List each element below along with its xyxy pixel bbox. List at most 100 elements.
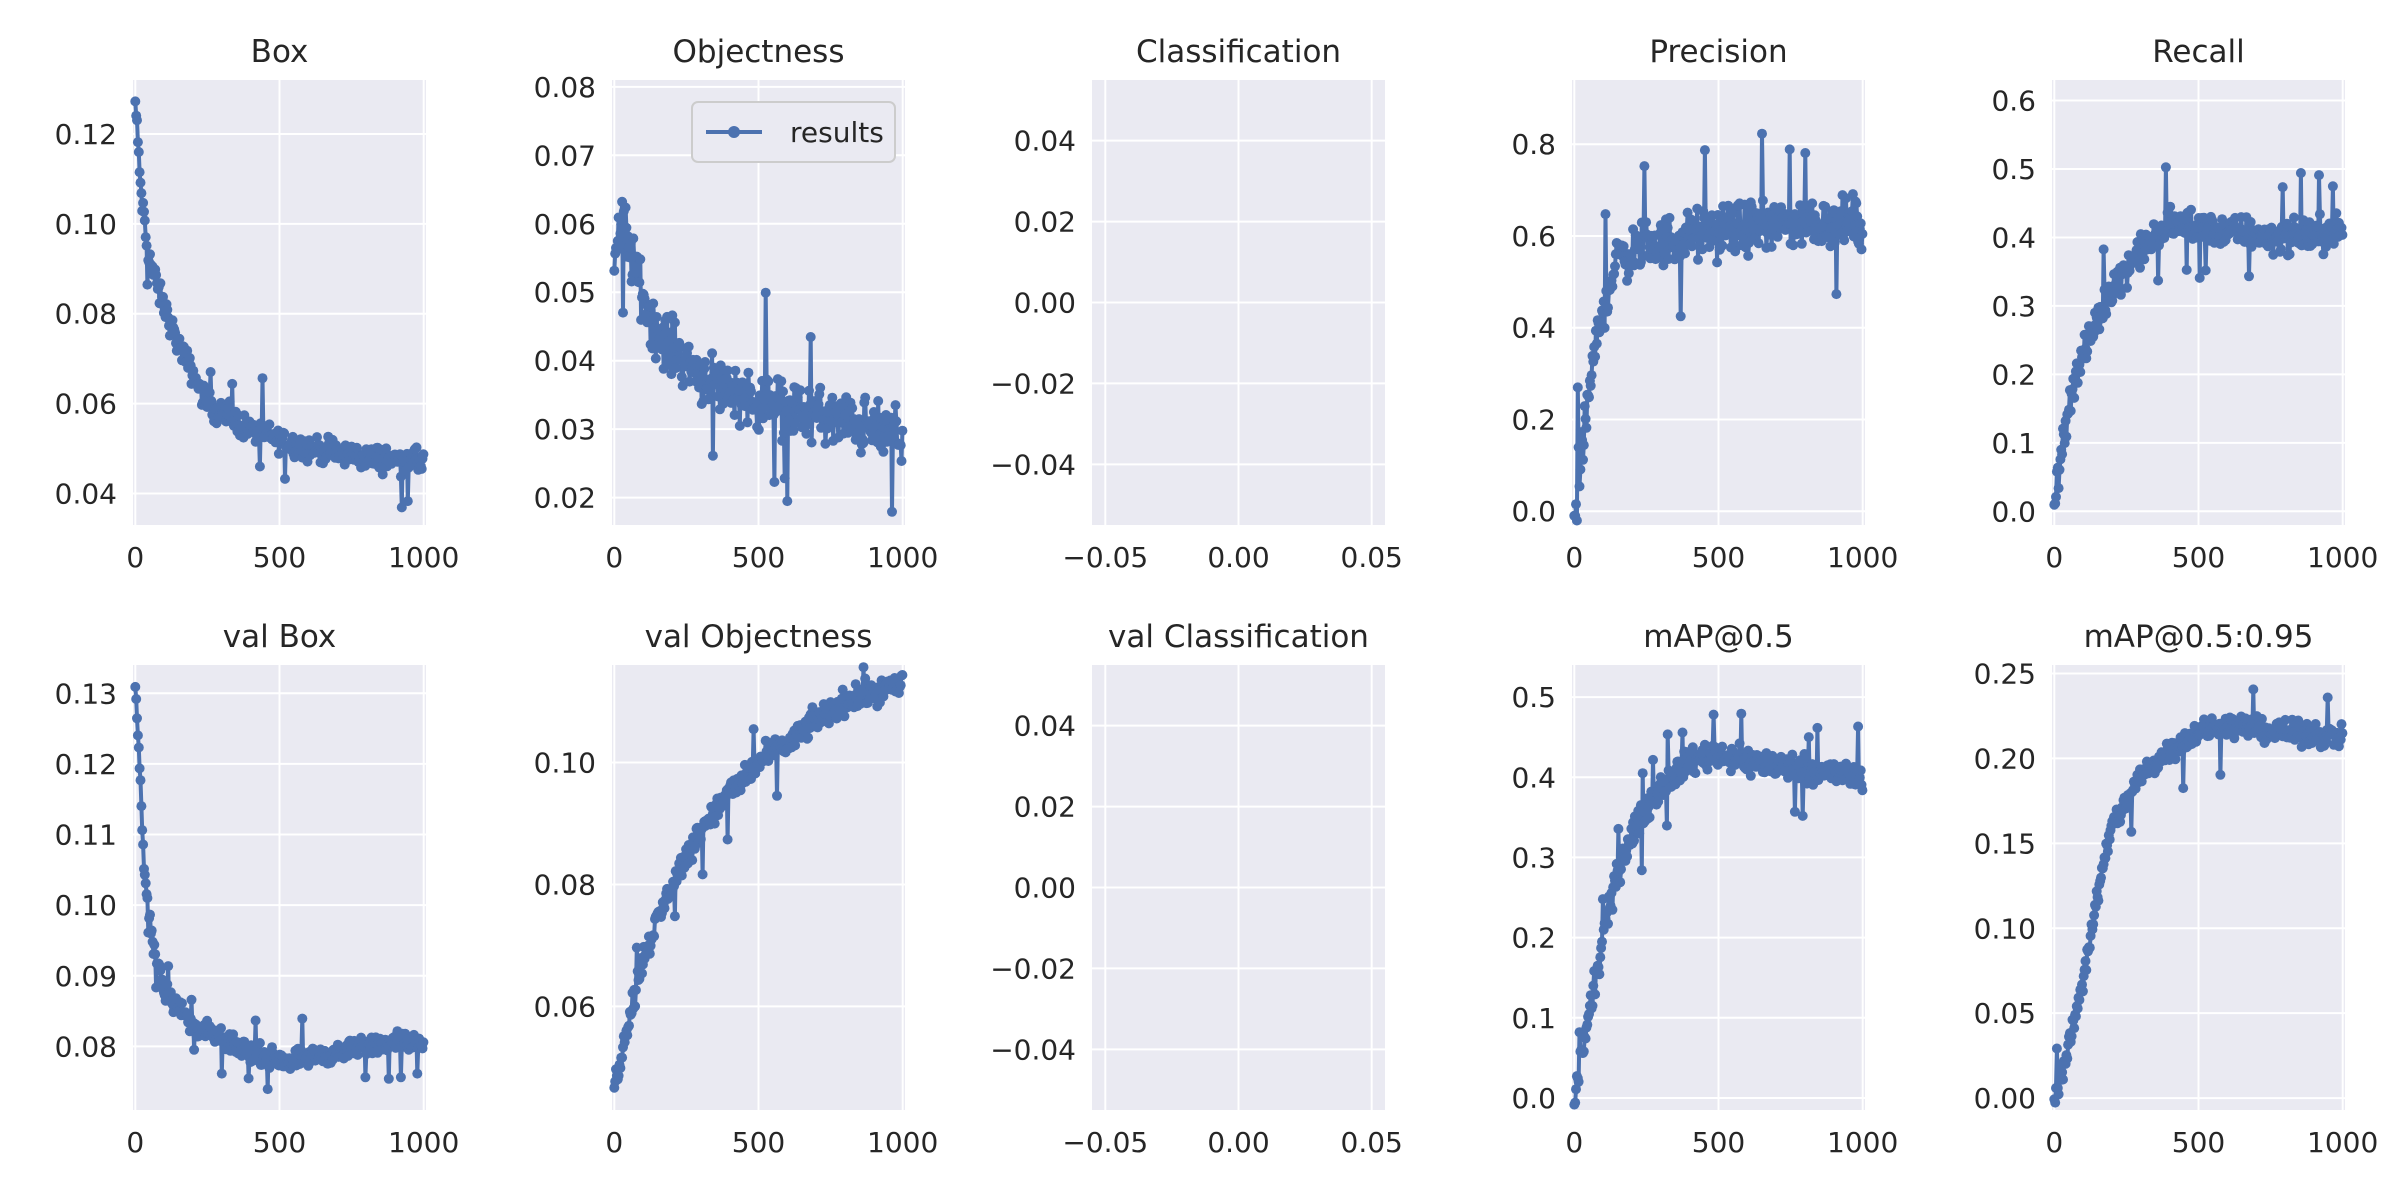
data-point [779, 473, 790, 484]
x-tick-label: 1000 [388, 1126, 459, 1159]
data-point [138, 197, 149, 208]
data-point [763, 376, 774, 387]
x-tick-label: 0.05 [1341, 541, 1403, 574]
data-point [312, 432, 322, 443]
data-point [262, 1084, 273, 1095]
data-point [2058, 1074, 2068, 1085]
y-tick-label: 0.06 [534, 990, 596, 1023]
data-point [146, 925, 157, 936]
y-tick-label: 0.12 [55, 748, 117, 781]
data-point [748, 724, 759, 735]
data-point [1745, 770, 1756, 781]
panel-title: Precision [1649, 34, 1787, 70]
data-point [635, 254, 646, 265]
data-point [897, 425, 908, 436]
data-point [695, 834, 706, 845]
panel-objectness: 0 500 1000 0.02 0.03 0.04 0.05 0.06 0.07 0.08 Obje… [534, 34, 939, 574]
y-tick-label: 0.20 [1974, 742, 2036, 775]
data-point [1753, 238, 1764, 249]
data-point [131, 694, 142, 704]
data-point [1699, 739, 1710, 750]
data-point [1766, 241, 1777, 252]
data-point [396, 502, 407, 513]
data-point [1580, 1033, 1591, 1044]
data-point [615, 1063, 626, 1073]
data-point [1648, 754, 1658, 765]
legend: results [691, 101, 896, 163]
x-tick-label: 1000 [2307, 541, 2378, 574]
data-point [831, 713, 842, 724]
data-point [1675, 311, 1686, 322]
data-point [2336, 719, 2347, 730]
data-point [224, 396, 235, 407]
x-tick-label: −0.05 [1062, 1126, 1148, 1159]
data-point [854, 414, 865, 425]
data-point [1575, 464, 1586, 475]
data-point [2082, 346, 2093, 357]
x-tick-label: 1000 [2307, 1126, 2378, 1159]
data-point [788, 425, 799, 436]
data-point [618, 307, 628, 318]
data-point [163, 961, 174, 972]
data-point [2321, 241, 2331, 252]
data-point [1634, 828, 1645, 839]
data-point [813, 399, 824, 410]
y-tick-label: 0.02 [1014, 791, 1076, 824]
data-point [855, 447, 866, 458]
data-point [2181, 264, 2192, 275]
data-point [820, 438, 831, 449]
x-tick-label: 500 [1692, 1126, 1745, 1159]
y-tick-label: 0.8 [1511, 128, 1556, 161]
data-point [155, 965, 166, 976]
data-point [297, 1013, 308, 1024]
data-point [1603, 918, 1613, 929]
data-point [2069, 392, 2080, 403]
x-tick-label: 500 [2172, 541, 2225, 574]
y-tick-label: 0.08 [534, 868, 596, 901]
data-point [2093, 895, 2104, 906]
data-point [1664, 212, 1675, 223]
data-point [1784, 144, 1795, 155]
data-point [158, 291, 168, 302]
data-point [184, 353, 195, 363]
data-point [897, 670, 908, 680]
data-point [287, 431, 298, 442]
y-tick-label: 0.2 [1511, 403, 1556, 436]
data-point [1680, 248, 1690, 259]
data-point [1636, 865, 1647, 876]
data-point [624, 1020, 634, 1031]
data-point [377, 469, 388, 480]
x-tick-label: 1000 [1827, 541, 1898, 574]
data-point [132, 713, 142, 724]
data-point [858, 437, 869, 448]
data-point [628, 233, 639, 244]
data-point [279, 428, 290, 439]
data-point [670, 363, 681, 374]
data-point [1578, 440, 1589, 451]
data-point [2194, 272, 2205, 283]
data-point [2104, 834, 2115, 845]
data-point [620, 202, 631, 213]
data-point [1585, 380, 1596, 391]
y-tick-label: 0.5 [1511, 681, 1556, 714]
data-point [614, 240, 625, 251]
data-point [2165, 201, 2176, 212]
data-point [878, 446, 889, 457]
data-point [1853, 721, 1864, 732]
data-point [2074, 994, 2085, 1005]
data-point [1807, 759, 1818, 770]
data-point [1618, 241, 1629, 252]
data-point [2186, 204, 2196, 215]
data-point [2310, 719, 2321, 729]
x-tick-label: 0 [2045, 1126, 2063, 1159]
data-point [2088, 919, 2099, 930]
data-point [2289, 212, 2299, 223]
x-tick-label: 500 [2172, 1126, 2225, 1159]
data-point [395, 1072, 406, 1083]
data-point [1574, 481, 1585, 492]
data-point [1708, 709, 1719, 720]
data-point [1717, 240, 1728, 251]
x-tick-label: 0 [126, 1126, 144, 1159]
panel-title: Recall [2152, 34, 2245, 70]
